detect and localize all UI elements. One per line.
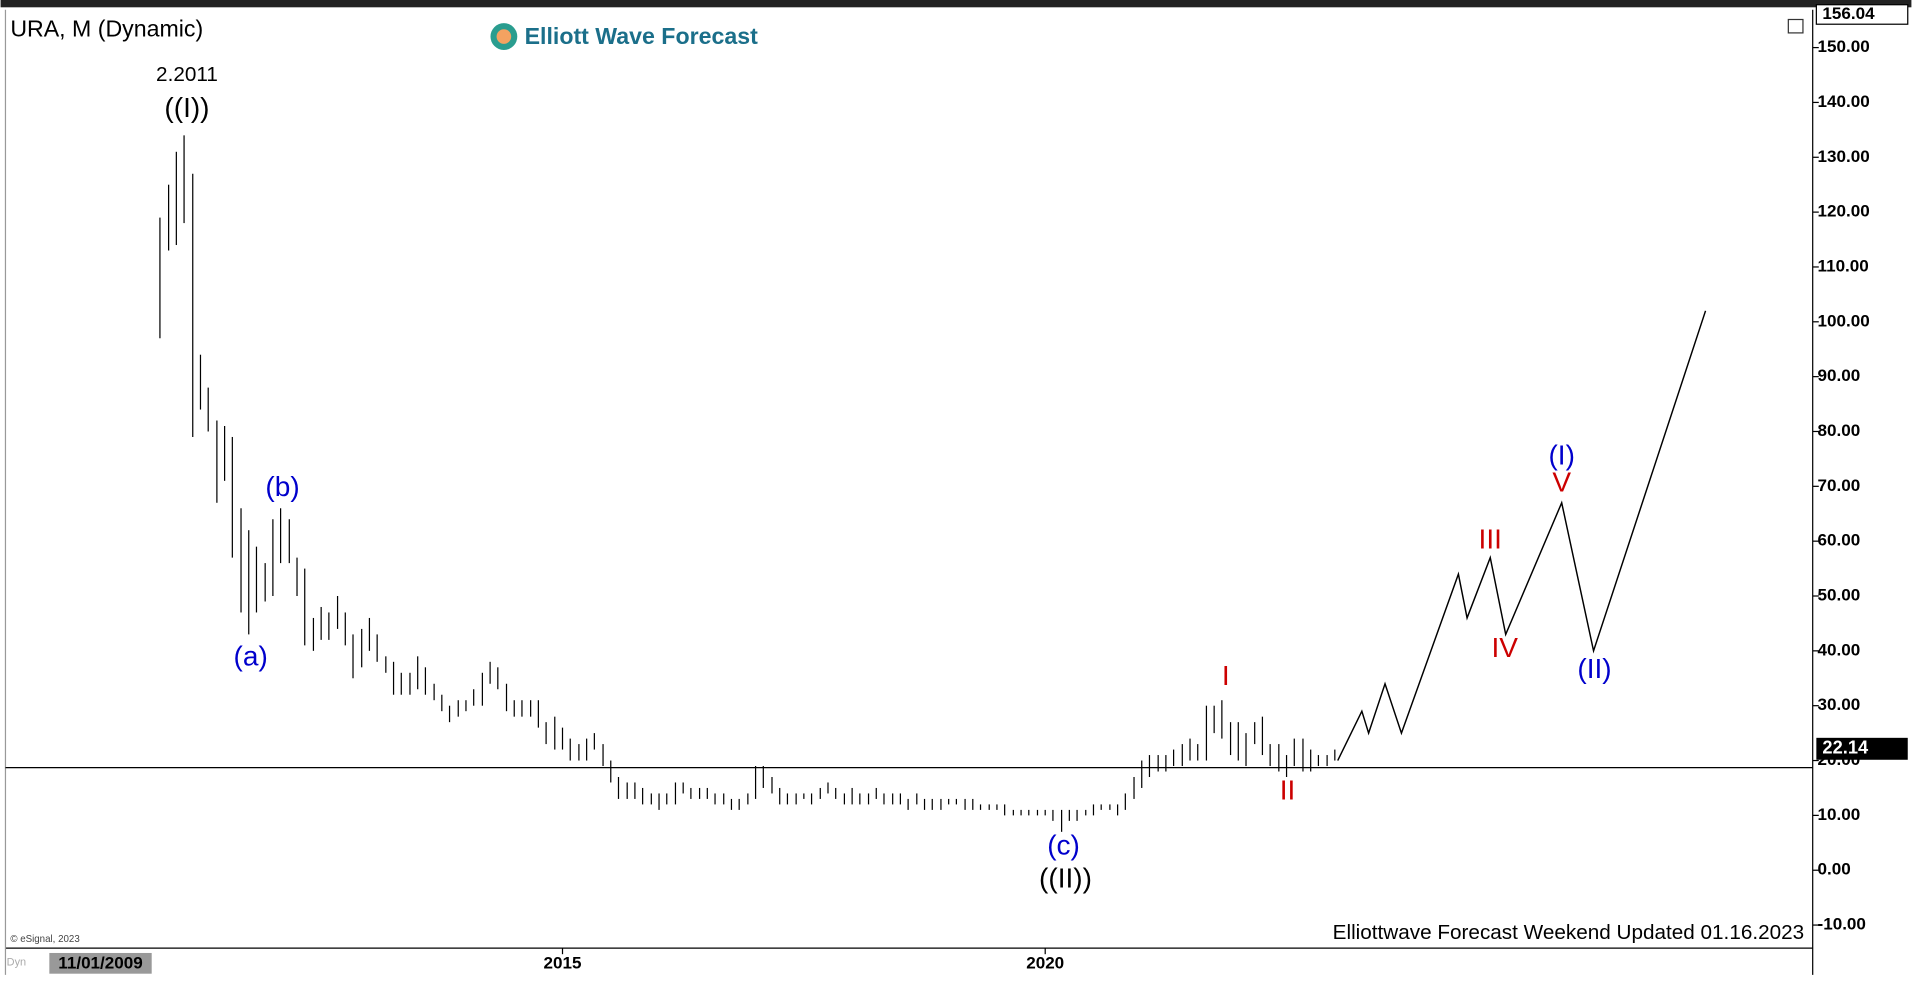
top-border bbox=[0, 0, 1912, 8]
wave-label: III bbox=[1479, 524, 1502, 555]
y-tick-label: 120.00 bbox=[1818, 202, 1870, 221]
footer: Elliottwave Forecast Weekend Updated 01.… bbox=[1333, 921, 1804, 944]
logo-text: Elliott Wave Forecast bbox=[525, 23, 758, 49]
wave-label: I bbox=[1222, 660, 1230, 691]
y-tick-label: 140.00 bbox=[1818, 92, 1870, 111]
wave-label: II bbox=[1280, 775, 1296, 806]
y-tick-label: 0.00 bbox=[1818, 860, 1851, 879]
y-tick-label: 100.00 bbox=[1818, 311, 1870, 330]
y-tick-label: 110.00 bbox=[1818, 256, 1869, 275]
last-price-label: 22.14 bbox=[1822, 737, 1869, 758]
projection-path bbox=[1337, 310, 1707, 761]
wave-label: ((II)) bbox=[1039, 862, 1092, 893]
y-tick-label: 90.00 bbox=[1818, 366, 1861, 385]
top-price-box bbox=[1815, 4, 1909, 25]
cursor-date-box bbox=[49, 952, 152, 974]
window-icon[interactable] bbox=[1787, 18, 1804, 34]
y-tick-label: 80.00 bbox=[1818, 421, 1861, 440]
x-tick-label: 2020 bbox=[1026, 953, 1064, 972]
y-tick-label: -10.00 bbox=[1818, 915, 1866, 934]
y-tick-label: 40.00 bbox=[1818, 640, 1861, 659]
y-tick-label: 50.00 bbox=[1818, 586, 1861, 605]
wave-label: 2.2011 bbox=[156, 63, 218, 86]
y-tick-label: 130.00 bbox=[1818, 147, 1870, 166]
top-price-label: 156.04 bbox=[1822, 4, 1875, 23]
wave-label: (I) bbox=[1548, 440, 1574, 471]
cursor-date: 11/01/2009 bbox=[58, 953, 142, 972]
wave-label: (a) bbox=[234, 640, 268, 671]
y-tick-label: 10.00 bbox=[1818, 805, 1861, 824]
wave-label: (II) bbox=[1577, 653, 1611, 684]
wave-label: (c) bbox=[1047, 830, 1080, 861]
logo-icon-inner bbox=[496, 29, 512, 44]
x-tick-label: 2015 bbox=[544, 953, 582, 972]
y-tick-label: 70.00 bbox=[1818, 476, 1861, 495]
wave-label: ((I)) bbox=[164, 92, 209, 123]
wave-label: V bbox=[1552, 467, 1571, 498]
mode-label: Dyn bbox=[7, 957, 26, 969]
y-tick-label: 30.00 bbox=[1818, 695, 1861, 714]
wave-label: (b) bbox=[265, 471, 299, 502]
last-price-box bbox=[1816, 737, 1908, 760]
y-tick-label: 150.00 bbox=[1818, 37, 1870, 56]
copyright: © eSignal, 2023 bbox=[10, 934, 79, 945]
y-tick-label: 60.00 bbox=[1818, 531, 1861, 550]
chart-title: URA, M (Dynamic) bbox=[10, 16, 203, 42]
wave-label: IV bbox=[1491, 632, 1518, 663]
